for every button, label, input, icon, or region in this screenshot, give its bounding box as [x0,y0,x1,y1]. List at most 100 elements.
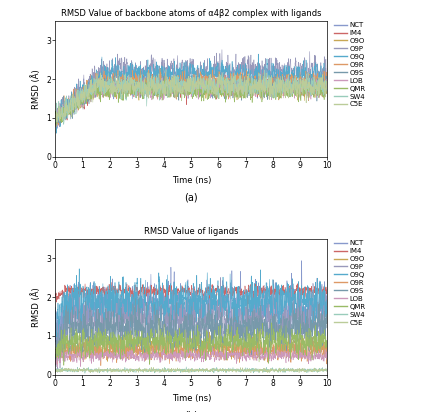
C5E [317,88,322,93]
Title: RMSD Value of backbone atoms of α4β2 complex with ligands: RMSD Value of backbone atoms of α4β2 com… [61,9,321,19]
O9P [53,119,58,124]
Line: QMR: QMR [55,318,327,365]
O9S [185,332,190,337]
O9R [198,335,203,340]
O9O [185,84,190,89]
O9P [185,310,190,315]
QMR [317,346,322,351]
Line: NCT: NCT [55,261,327,355]
IM4 [53,292,58,297]
SW4 [178,369,183,374]
O9R [267,80,272,85]
QMR [178,84,183,89]
Line: LOB: LOB [55,346,327,367]
O9Q [325,81,330,86]
O9S [67,108,72,112]
Line: O9O: O9O [55,77,327,123]
O9R [317,343,322,348]
O9P [55,370,60,375]
O9S [325,91,330,96]
O9P [219,47,224,52]
Legend: NCT, IM4, O9O, O9P, O9Q, O9R, O9S, LOB, QMR, SW4, C5E: NCT, IM4, O9O, O9P, O9Q, O9R, O9S, LOB, … [334,21,366,108]
O9P [317,312,322,317]
O9Q [185,305,190,310]
NCT [178,282,183,287]
IM4 [267,84,272,89]
O9S [53,117,58,122]
NCT [178,82,183,87]
O9S [267,325,272,330]
O9Q [178,70,183,75]
QMR [178,335,183,340]
QMR [317,88,322,93]
IM4 [67,109,72,114]
SW4 [267,369,272,374]
NCT [53,115,58,119]
IM4 [178,289,183,294]
LOB [142,75,147,80]
QMR [267,95,272,100]
NCT [67,108,72,113]
C5E [185,368,190,373]
LOB [317,91,322,96]
Text: (b): (b) [184,410,198,412]
O9S [53,122,58,127]
SW4 [178,88,183,93]
C5E [267,367,272,372]
O9O [317,349,322,354]
LOB [67,352,72,357]
C5E [325,88,330,93]
Line: O9S: O9S [55,73,327,124]
QMR [108,75,113,80]
O9S [54,365,59,370]
O9O [325,349,330,353]
O9R [178,348,183,353]
QMR [317,341,322,346]
QMR [54,123,59,128]
IM4 [325,78,330,83]
LOB [185,85,190,90]
IM4 [317,287,322,292]
Line: O9P: O9P [55,50,327,127]
IM4 [67,290,72,295]
SW4 [267,79,272,84]
Y-axis label: RMSD (Å): RMSD (Å) [31,287,41,327]
NCT [325,298,330,303]
O9O [317,84,322,89]
X-axis label: Time (ns): Time (ns) [172,176,211,185]
Y-axis label: RMSD (Å): RMSD (Å) [31,69,41,109]
NCT [185,316,190,321]
O9Q [178,302,183,307]
O9R [53,362,58,367]
O9P [267,320,272,325]
IM4 [185,289,190,294]
LOB [53,121,58,126]
Line: IM4: IM4 [55,71,327,124]
C5E [178,87,183,92]
LOB [67,104,72,109]
O9S [67,344,72,349]
LOB [185,345,190,350]
Legend: NCT, IM4, O9O, O9P, O9Q, O9R, O9S, LOB, QMR, SW4, C5E: NCT, IM4, O9O, O9P, O9Q, O9R, O9S, LOB, … [334,239,366,326]
O9P [317,70,322,75]
LOB [267,352,272,357]
LOB [178,356,183,361]
IM4 [317,84,322,89]
C5E [317,368,322,372]
O9O [317,91,322,96]
NCT [185,83,190,88]
O9Q [267,284,272,289]
NCT [267,291,272,296]
Line: SW4: SW4 [55,367,327,373]
Title: RMSD Value of ligands: RMSD Value of ligands [144,227,238,236]
O9O [178,342,183,346]
O9Q [256,52,261,56]
O9Q [317,70,322,75]
O9R [267,354,272,359]
SW4 [82,371,88,376]
O9R [53,113,58,118]
Line: O9Q: O9Q [55,269,327,339]
Line: LOB: LOB [55,77,327,123]
Line: SW4: SW4 [55,69,327,124]
QMR [53,111,58,116]
